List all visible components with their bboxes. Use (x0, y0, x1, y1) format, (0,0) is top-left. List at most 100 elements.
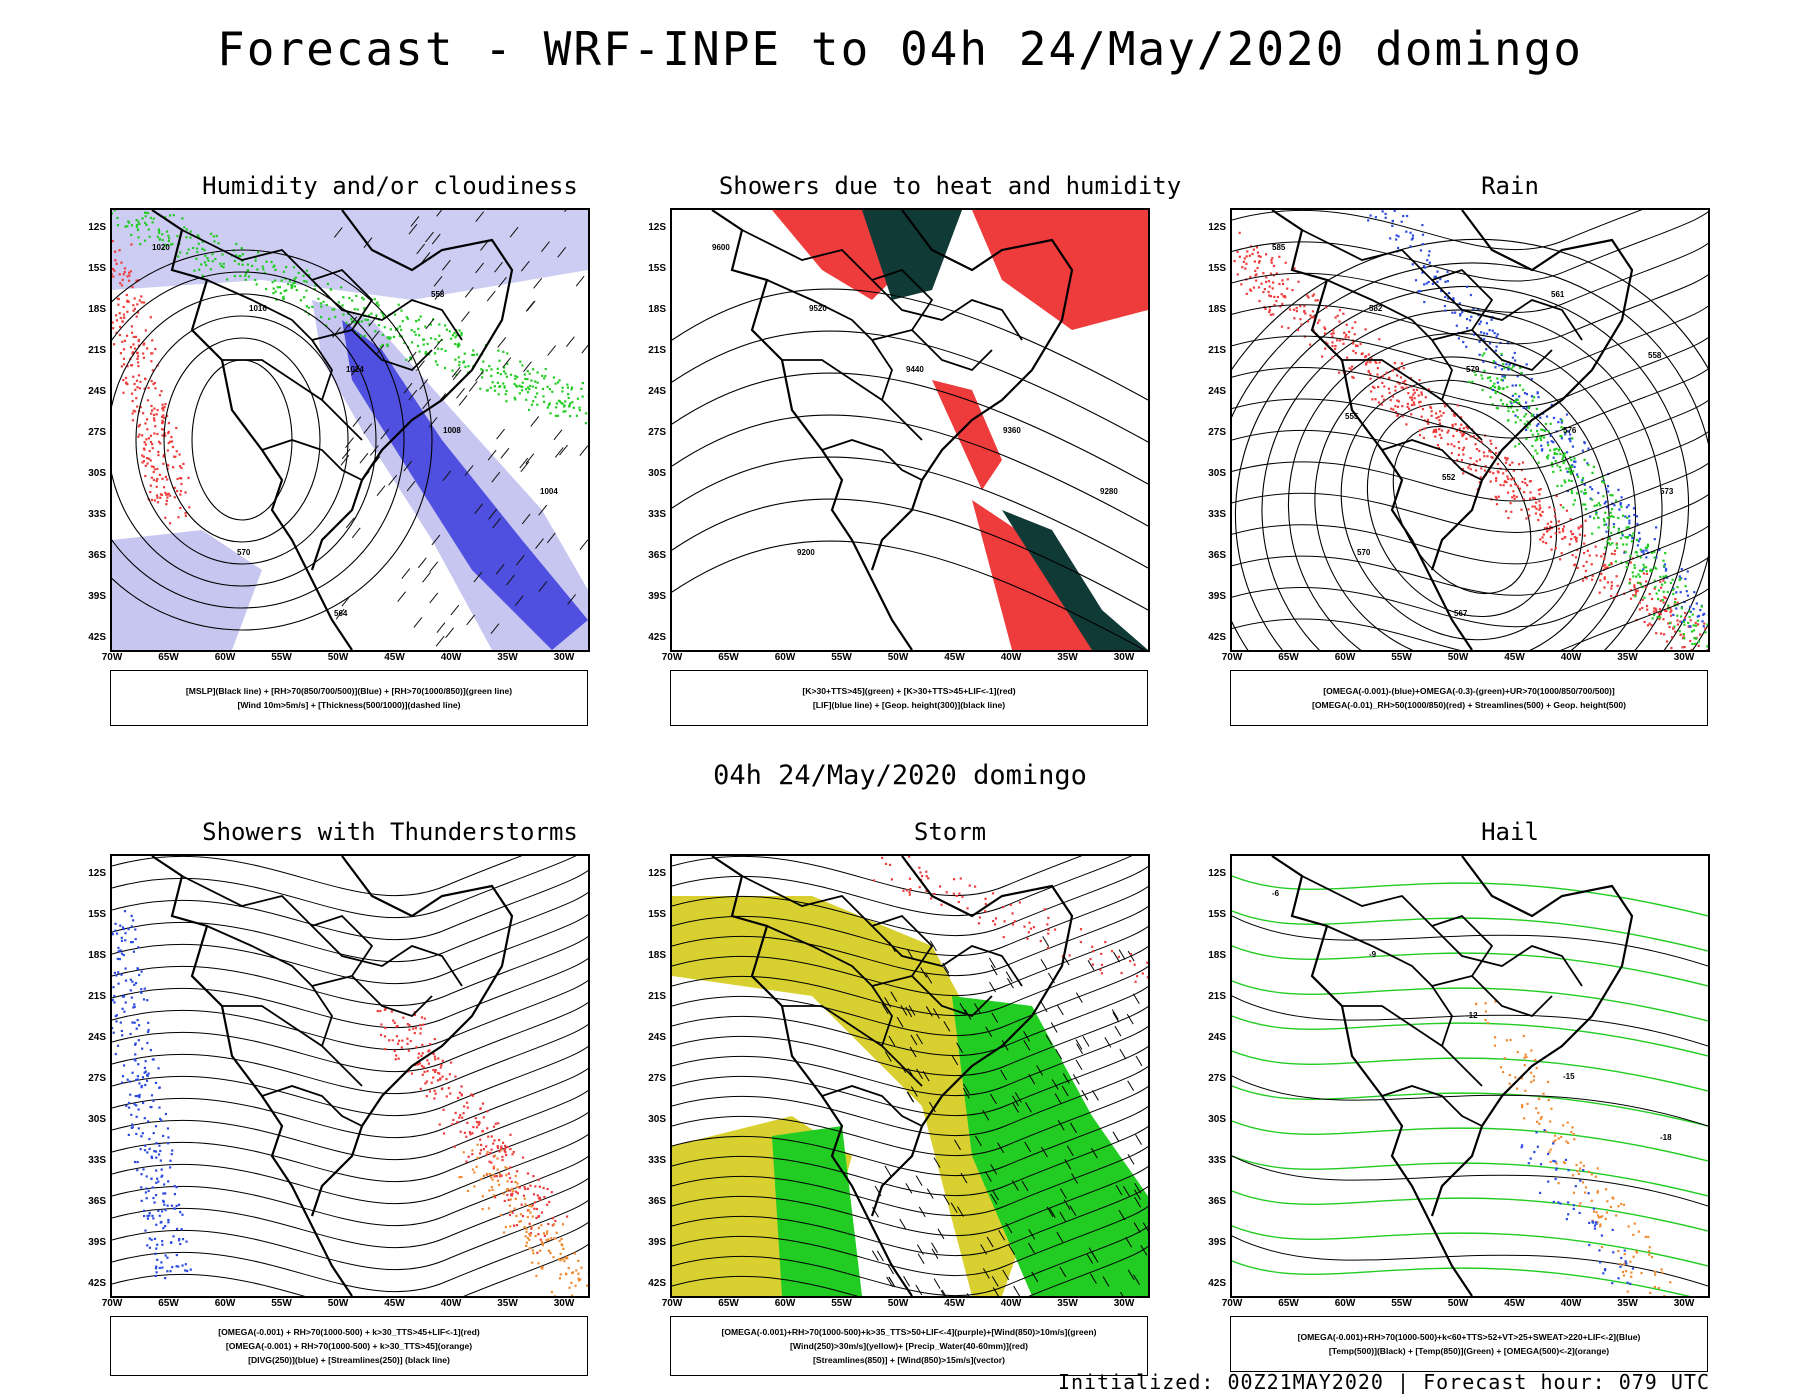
shaded-point (1639, 548, 1642, 551)
shaded-point (459, 1130, 462, 1133)
shaded-point (1527, 508, 1530, 511)
shaded-point (1332, 329, 1335, 332)
shaded-point (1491, 388, 1495, 392)
shaded-point (536, 381, 539, 384)
shaded-point (138, 1082, 141, 1085)
shaded-point (1397, 400, 1401, 403)
shaded-point (406, 1037, 409, 1040)
wind-vector (359, 452, 369, 464)
wind-vector (1142, 1222, 1148, 1232)
shaded-point (1418, 379, 1421, 382)
shaded-point (1438, 410, 1442, 413)
shaded-point (1659, 580, 1662, 583)
lon-tick-label: 30W (553, 1298, 575, 1309)
wind-vector (579, 445, 588, 457)
legend-line: [K>30+TTS>45](green) + [K>30+TTS>45+LIF<… (802, 686, 1016, 696)
shaded-point (167, 240, 171, 243)
shaded-point (1461, 311, 1464, 314)
shaded-point (414, 1027, 417, 1030)
shaded-point (564, 1257, 567, 1260)
shaded-point (1470, 315, 1473, 318)
shaded-point (1603, 1269, 1607, 1272)
shaded-point (1396, 405, 1400, 408)
shaded-point (1428, 261, 1431, 264)
shaded-point (1136, 974, 1139, 978)
shaded-point (1571, 470, 1575, 473)
shaded-point (1571, 1174, 1575, 1177)
shaded-point (521, 1156, 525, 1159)
map-humidity: 1020 1016 1024 1008 1004 570 564 558 (110, 208, 590, 652)
contour-label: 570 (1357, 548, 1371, 557)
shaded-point (383, 1035, 387, 1038)
wind-vector (881, 1003, 889, 1015)
shaded-point (537, 1214, 541, 1218)
shaded-point (1610, 584, 1613, 587)
shaded-point (1454, 311, 1457, 314)
shaded-point (485, 389, 489, 392)
shaded-point (514, 374, 517, 378)
shaded-point (137, 374, 141, 377)
country-border (261, 439, 363, 481)
shaded-point (1563, 454, 1566, 457)
shaded-point (137, 435, 140, 438)
shaded-point (1525, 517, 1528, 520)
shaded-point (1672, 613, 1675, 617)
contour-label: 1016 (249, 304, 267, 313)
shaded-point (1415, 388, 1419, 391)
shaded-point (478, 1152, 482, 1155)
shaded-point (530, 379, 533, 382)
shaded-point (179, 506, 182, 510)
contour-line (672, 498, 1148, 611)
shaded-point (334, 315, 337, 319)
shaded-point (130, 364, 133, 367)
shaded-point (441, 1087, 444, 1090)
shaded-point (1427, 422, 1430, 425)
shaded-point (1352, 349, 1355, 353)
shaded-point (150, 1177, 153, 1180)
shaded-point (155, 1142, 158, 1145)
wind-vector (380, 428, 390, 440)
shaded-point (1567, 1169, 1570, 1172)
shaded-point (283, 289, 286, 293)
shaded-point (141, 1076, 145, 1079)
shaded-point (134, 982, 138, 985)
lat-tick-label: 12S (88, 222, 106, 233)
shaded-point (1639, 556, 1642, 559)
shaded-point (427, 1062, 431, 1065)
shaded-point (1475, 460, 1478, 463)
shaded-point (1505, 469, 1508, 472)
shaded-point (1666, 590, 1669, 594)
shaded-point (158, 473, 162, 476)
wind-vector (909, 1046, 917, 1058)
shaded-point (560, 1237, 563, 1241)
shaded-point (1697, 614, 1701, 618)
shaded-point (416, 1063, 420, 1066)
wind-vector (487, 449, 497, 461)
shaded-point (1451, 423, 1454, 427)
shaded-point (525, 1241, 528, 1244)
shaded-point (114, 1052, 117, 1056)
panel-title: Storm (913, 818, 987, 846)
shaded-point (579, 1278, 582, 1281)
shaded-point (1604, 523, 1608, 526)
shaded-point (1068, 954, 1071, 957)
wind-vector (1036, 1065, 1044, 1076)
shaded-point (1531, 444, 1534, 448)
shaded-point (1587, 447, 1590, 450)
shaded-point (135, 223, 139, 227)
shaded-point (570, 1281, 573, 1284)
shaded-point (534, 395, 537, 399)
shaded-point (481, 1102, 485, 1105)
shaded-point (925, 875, 928, 878)
shaded-point (1427, 280, 1430, 284)
shaded-point (499, 373, 502, 376)
shaded-point (135, 379, 139, 382)
contour-line (1314, 356, 1610, 650)
shaded-point (272, 265, 275, 268)
shaded-point (524, 1203, 527, 1206)
shaded-point (1550, 461, 1554, 465)
shaded-point (481, 376, 484, 379)
shaded-point (1572, 460, 1576, 463)
shaded-point (1417, 290, 1420, 293)
shaded-point (125, 293, 128, 297)
